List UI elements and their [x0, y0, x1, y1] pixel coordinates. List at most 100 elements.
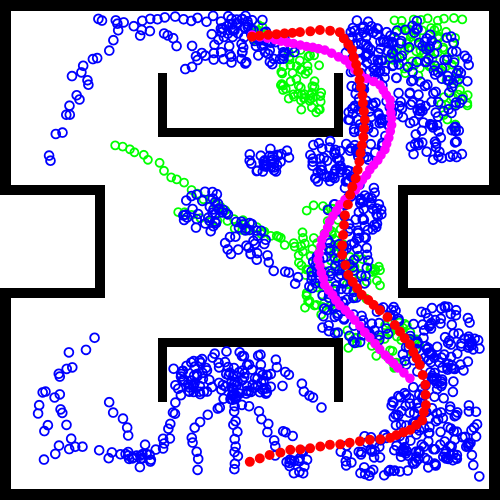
tree-node — [230, 216, 242, 228]
tree-node — [435, 303, 447, 314]
tree-node — [418, 332, 429, 344]
tree-node — [369, 187, 381, 199]
tree-node — [471, 418, 483, 430]
tree-node — [83, 79, 94, 90]
tree-node — [159, 12, 171, 23]
tree-node — [370, 97, 381, 109]
path-a-marker — [339, 220, 349, 230]
tree-node — [383, 466, 395, 477]
tree-node — [212, 403, 224, 414]
tree-node — [408, 458, 420, 470]
tree-node — [194, 416, 206, 428]
tree-node — [442, 70, 454, 82]
tree-node — [366, 193, 377, 204]
tree-node — [76, 67, 87, 78]
outer-wall-top — [0, 0, 500, 11]
tree-node — [448, 363, 459, 375]
tree-node — [279, 266, 291, 278]
tree-node — [394, 466, 406, 477]
tree-node — [366, 318, 378, 330]
tree-node — [366, 446, 378, 458]
tree-node — [435, 313, 447, 325]
tree-node — [373, 47, 384, 59]
tree-node — [198, 386, 210, 398]
tree-node — [152, 13, 163, 25]
tree-node — [64, 100, 75, 111]
tree-node — [175, 389, 187, 401]
tree-node — [192, 54, 203, 66]
tree-node — [126, 453, 138, 464]
tree-node — [334, 145, 346, 157]
secondary-node — [457, 14, 468, 25]
tree-node — [430, 459, 442, 470]
tree-node — [430, 415, 442, 427]
tree-node — [385, 52, 396, 63]
tree-node — [244, 155, 256, 166]
secondary-node — [296, 89, 307, 100]
tree-node — [375, 204, 387, 216]
tree-node — [171, 40, 182, 52]
tree-node — [447, 77, 459, 89]
tree-node — [438, 105, 450, 117]
tree-node — [402, 61, 414, 73]
tree-node — [323, 320, 334, 331]
tree-node — [206, 381, 218, 393]
tree-node — [205, 226, 217, 237]
path-a-marker — [305, 26, 316, 37]
tree-node — [462, 76, 473, 87]
secondary-node — [342, 325, 353, 336]
tree-node — [219, 356, 231, 368]
tree-node — [57, 127, 68, 138]
upper-u-right-arm — [334, 73, 343, 137]
tree-node — [448, 37, 460, 49]
path-a-marker — [347, 44, 357, 55]
tree-node — [324, 237, 336, 249]
tree-node — [446, 319, 458, 331]
tree-node — [289, 278, 301, 290]
tree-node — [390, 409, 402, 421]
tree-node — [217, 207, 228, 218]
tree-node — [134, 30, 146, 41]
path-a-marker — [353, 66, 364, 77]
tree-node — [411, 15, 423, 27]
path-a-marker — [340, 260, 351, 271]
tree-node — [395, 446, 407, 457]
tree-node — [444, 401, 456, 412]
tree-node — [431, 119, 443, 131]
tree-node — [436, 73, 448, 85]
tree-node — [461, 53, 473, 64]
tree-node — [413, 89, 424, 100]
tree-node — [445, 308, 457, 320]
tree-node — [259, 46, 271, 58]
tree-node — [188, 370, 200, 381]
path-a-markers — [244, 25, 431, 467]
tree-node — [434, 439, 446, 451]
tree-node — [365, 444, 377, 456]
tree-node — [61, 109, 72, 121]
tree-node — [278, 46, 289, 58]
tree-node — [376, 209, 387, 220]
tree-node — [366, 20, 377, 32]
tree-node — [251, 247, 263, 259]
tree-node — [181, 195, 192, 206]
tree-node — [103, 396, 115, 408]
secondary-node — [303, 51, 314, 62]
tree-node — [93, 444, 105, 456]
path-a-marker — [352, 164, 363, 175]
tree-node — [354, 197, 366, 209]
tree-node — [150, 444, 162, 455]
tree-node — [426, 119, 437, 131]
tree-node — [260, 234, 272, 246]
tree-node — [107, 407, 119, 418]
tree-node — [206, 28, 218, 40]
tree-node — [144, 25, 156, 37]
path-a-marker — [335, 439, 346, 450]
lower-u-left-arm — [158, 338, 167, 402]
secondary-node — [294, 55, 305, 66]
secondary-node — [297, 227, 308, 238]
path-a-marker — [357, 140, 367, 151]
tree-node — [336, 164, 348, 176]
path-a-marker — [342, 199, 353, 210]
tree-node — [301, 454, 313, 466]
tree-node — [209, 348, 221, 360]
